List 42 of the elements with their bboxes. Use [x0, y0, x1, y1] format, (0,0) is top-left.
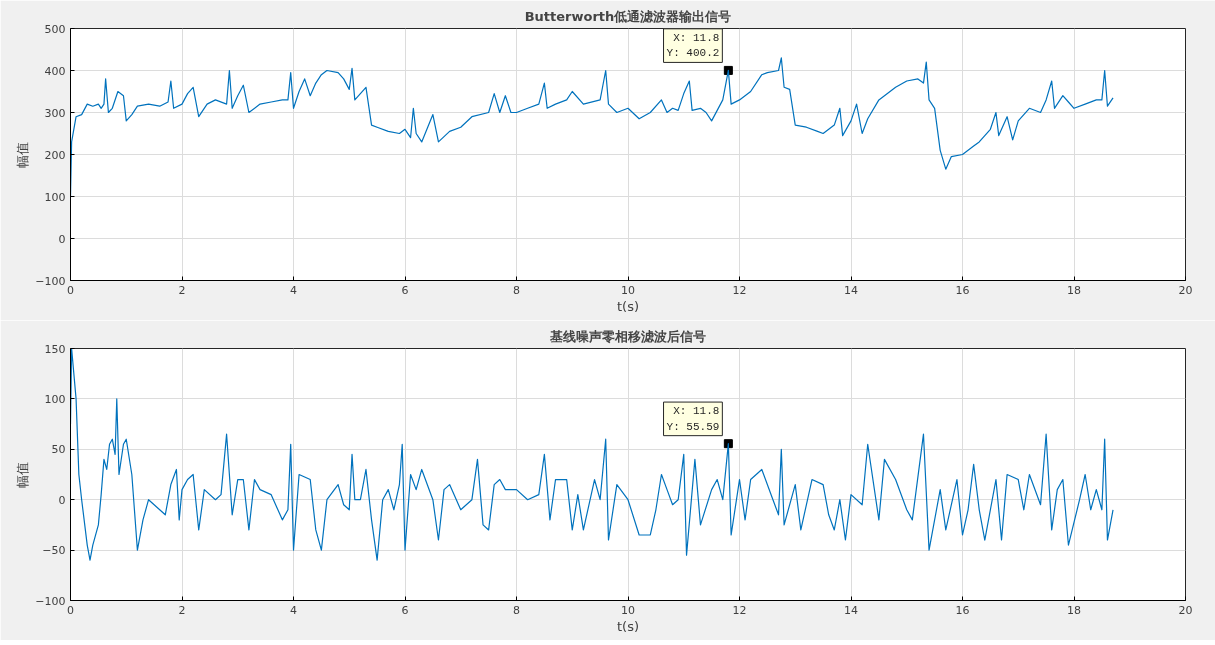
x-tick-label: 6	[401, 283, 409, 297]
x-axis-title: t(s)	[616, 618, 640, 634]
x-tick-label: 8	[513, 603, 520, 617]
x-tick-label: 4	[290, 283, 297, 297]
y-tick-label: 200	[44, 148, 66, 162]
y-tick-label: 100	[44, 190, 66, 204]
y-axis-title: 幅值	[15, 141, 31, 168]
y-tick-label: 0	[58, 493, 66, 507]
x-axis-title: t(s)	[616, 298, 640, 314]
annotation: X: 11.8 Y: 55.59	[666, 405, 720, 433]
x-tick-label: 16	[955, 283, 970, 297]
x-tick-label: 2	[178, 603, 186, 617]
y-tick-label: 50	[51, 443, 66, 457]
y-tick-label: 100	[44, 392, 66, 406]
x-tick-label: 2	[178, 283, 186, 297]
chart-title: Butterworth低通滤波器输出信号	[524, 8, 732, 24]
y-tick-label: 0	[58, 232, 66, 246]
y-tick-label: 150	[44, 342, 66, 356]
x-tick-label: 10	[621, 603, 635, 617]
x-tick-label: 6	[401, 603, 409, 617]
x-tick-label: 16	[955, 603, 970, 617]
x-tick-label: 12	[732, 283, 747, 297]
annotation: X: 11.8 Y: 400.2	[666, 31, 720, 60]
y-tick-label: −100	[35, 594, 66, 608]
x-tick-label: 18	[1067, 603, 1081, 617]
y-tick-label: 400	[44, 64, 66, 78]
y-axis-title: 幅值	[15, 461, 31, 488]
y-tick-label: 500	[44, 22, 66, 36]
y-tick-label: −100	[35, 274, 66, 288]
chart-title: 基线噪声零相移滤波后信号	[549, 328, 706, 344]
x-tick-label: 8	[513, 283, 520, 297]
x-tick-label: 14	[844, 283, 858, 297]
x-tick-label: 20	[1178, 603, 1193, 617]
x-tick-label: 18	[1067, 283, 1081, 297]
line-series	[70, 348, 1114, 561]
x-tick-label: 14	[844, 603, 858, 617]
x-tick-label: 12	[732, 603, 747, 617]
x-tick-label: 10	[621, 283, 635, 297]
y-tick-label: −50	[42, 544, 66, 558]
x-tick-label: 4	[290, 603, 297, 617]
x-tick-label: 20	[1178, 283, 1193, 297]
y-tick-label: 300	[44, 106, 66, 120]
